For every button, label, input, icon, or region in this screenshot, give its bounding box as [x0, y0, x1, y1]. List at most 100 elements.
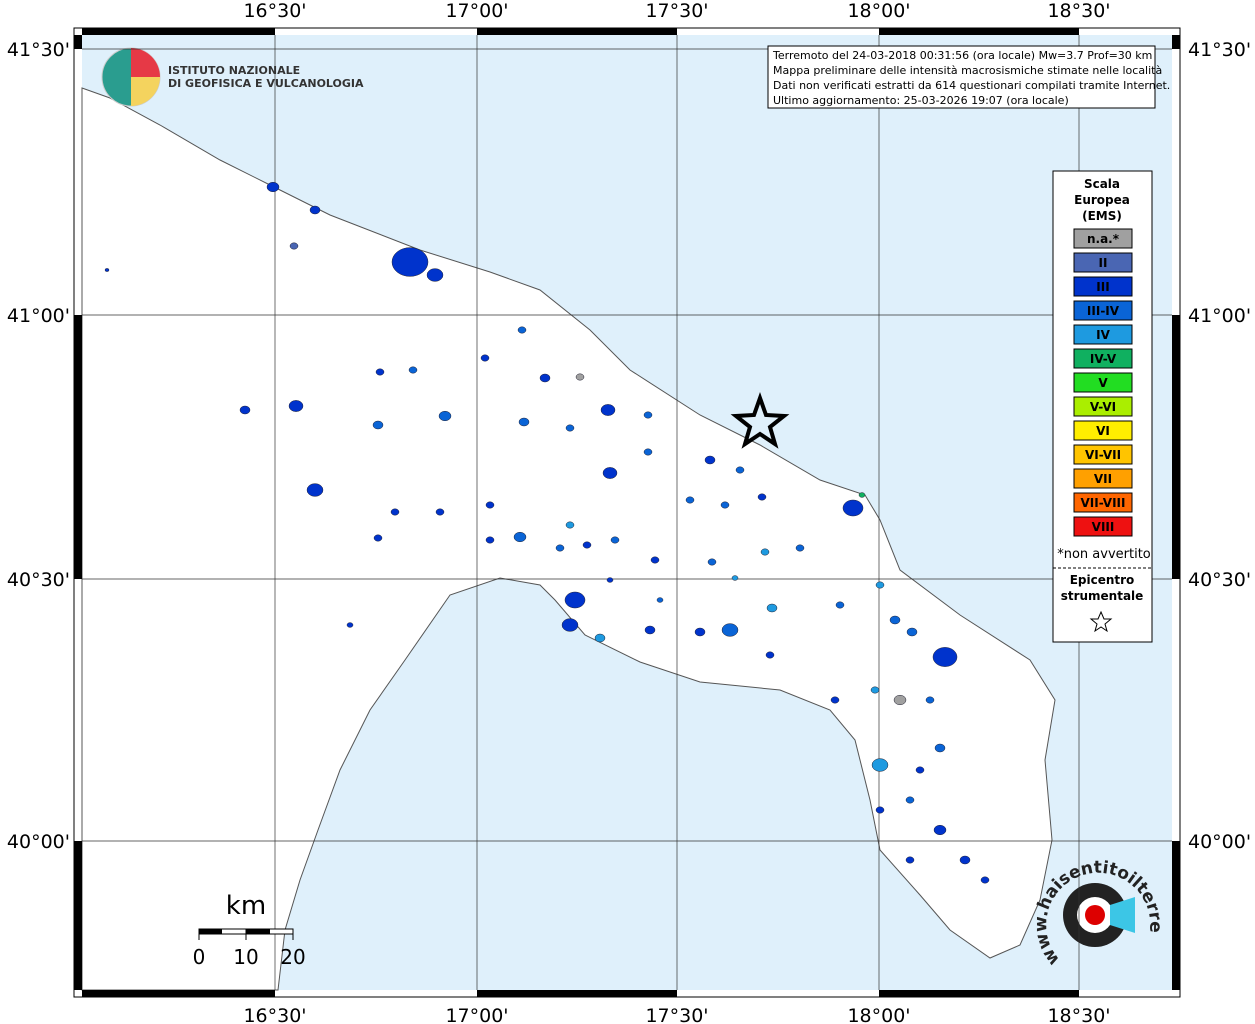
lon-label: 18°00' [847, 0, 910, 22]
intensity-patch [932, 647, 958, 667]
legend-swatch [1073, 420, 1133, 441]
legend-swatch [1073, 516, 1133, 537]
intensity-patch [795, 544, 805, 552]
logo-text: ISTITUTO NAZIONALE [168, 64, 300, 77]
intensity-patch [757, 493, 767, 501]
legend-swatch [1073, 492, 1133, 513]
legend-label: V-VI [1090, 400, 1116, 414]
info-box [767, 45, 1156, 109]
info-line: Mappa preliminare delle intensità macros… [773, 64, 1162, 77]
frame-band [82, 990, 275, 997]
intensity-patch [875, 581, 885, 589]
legend-swatch [1073, 324, 1133, 345]
intensity-patch [518, 417, 530, 427]
intensity-patch [721, 623, 739, 637]
intensity-patch [565, 521, 575, 529]
legend-title: (EMS) [1082, 209, 1122, 223]
intensity-patch [104, 268, 110, 272]
intensity-patch [830, 696, 840, 704]
intensity-patch [644, 625, 656, 635]
intensity-patch [390, 508, 400, 516]
intensity-patch [610, 536, 620, 544]
intensity-patch [602, 467, 618, 479]
intensity-patch [513, 531, 527, 543]
intensity-patch [694, 627, 706, 637]
intensity-patch [564, 591, 586, 609]
intensity-patch [765, 651, 775, 659]
legend-swatch [1073, 348, 1133, 369]
legend-swatch [1073, 228, 1133, 249]
legend-epicenter: Epicentro [1070, 573, 1135, 587]
info-line: Terremoto del 24-03-2018 00:31:56 (ora l… [772, 49, 1152, 62]
intensity-patch [600, 404, 616, 416]
legend-footnote: *non avvertito [1057, 547, 1151, 562]
lon-label: 18°00' [847, 1005, 910, 1024]
intensity-patch [517, 326, 527, 334]
intensity-patch [656, 597, 664, 603]
intensity-patch [372, 420, 384, 430]
legend-label: VII [1094, 472, 1112, 486]
frame-band [477, 28, 677, 35]
scale-unit: km [226, 891, 266, 921]
info-line: Dati non verificati estratti da 614 ques… [773, 79, 1170, 92]
lat-label: 41°00' [7, 305, 70, 327]
legend-swatch [1073, 300, 1133, 321]
legend-label: II [1099, 256, 1108, 270]
intensity-patch [539, 373, 551, 383]
site-logo-speaker [1110, 897, 1135, 933]
intensity-patch [959, 855, 971, 865]
intensity-patch [266, 181, 280, 193]
logo-segment [131, 77, 160, 106]
intensity-patch [565, 424, 575, 432]
legend-label: IV [1096, 328, 1110, 342]
intensity-patch [905, 856, 915, 864]
lat-label: 41°30' [1188, 39, 1251, 61]
intensity-patch [906, 627, 918, 637]
site-logo-center [1085, 905, 1105, 925]
intensity-patch [870, 686, 880, 694]
intensity-patch [288, 400, 304, 412]
lat-label: 40°30' [1188, 569, 1251, 591]
frame-band [1172, 315, 1180, 579]
intensity-patch [485, 501, 495, 509]
legend-star [1089, 610, 1113, 633]
legend-label: VI [1096, 424, 1110, 438]
legend-label: III [1096, 280, 1109, 294]
intensity-patch [766, 603, 778, 613]
lat-label: 40°30' [7, 569, 70, 591]
lon-label: 18°30' [1047, 0, 1110, 22]
intensity-patch [871, 758, 889, 772]
lon-label: 16°30' [243, 1005, 306, 1024]
intensity-patch [889, 615, 901, 625]
legend-epicenter: strumentale [1061, 589, 1144, 603]
frame-band [82, 28, 275, 35]
scale-label: 20 [280, 945, 305, 969]
legend-label: III-IV [1087, 304, 1120, 318]
lat-label: 40°00' [1188, 831, 1251, 853]
intensity-patch [582, 541, 592, 549]
intensity-patch [735, 466, 745, 474]
intensity-patch [760, 548, 770, 556]
intensity-patch [980, 876, 990, 884]
intensity-patch [289, 242, 299, 250]
epicenter-star [730, 391, 790, 449]
frame-band [879, 990, 1079, 997]
intensity-patch [346, 622, 354, 628]
intensity-patch [606, 577, 614, 583]
intensity-patch [685, 496, 695, 504]
intensity-patch [485, 536, 495, 544]
legend-title: Scala [1084, 177, 1120, 191]
intensity-patch [704, 455, 716, 465]
legend-label: VIII [1092, 520, 1115, 534]
legend-swatch [1073, 444, 1133, 465]
intensity-patch [594, 633, 606, 643]
intensity-patch [643, 411, 653, 419]
intensity-patch [925, 696, 935, 704]
intensity-patch [933, 824, 947, 836]
intensity-patch [858, 492, 866, 498]
legend-label: IV-V [1090, 352, 1117, 366]
legend-label: n.a.* [1087, 232, 1120, 246]
legend-label: VII-VIII [1080, 496, 1125, 510]
intensity-patch [720, 501, 730, 509]
frame-band [879, 28, 1079, 35]
